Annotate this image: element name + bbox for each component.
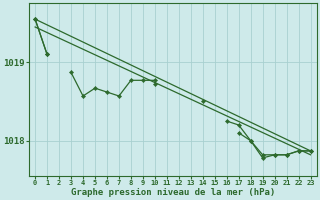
X-axis label: Graphe pression niveau de la mer (hPa): Graphe pression niveau de la mer (hPa)	[71, 188, 275, 197]
